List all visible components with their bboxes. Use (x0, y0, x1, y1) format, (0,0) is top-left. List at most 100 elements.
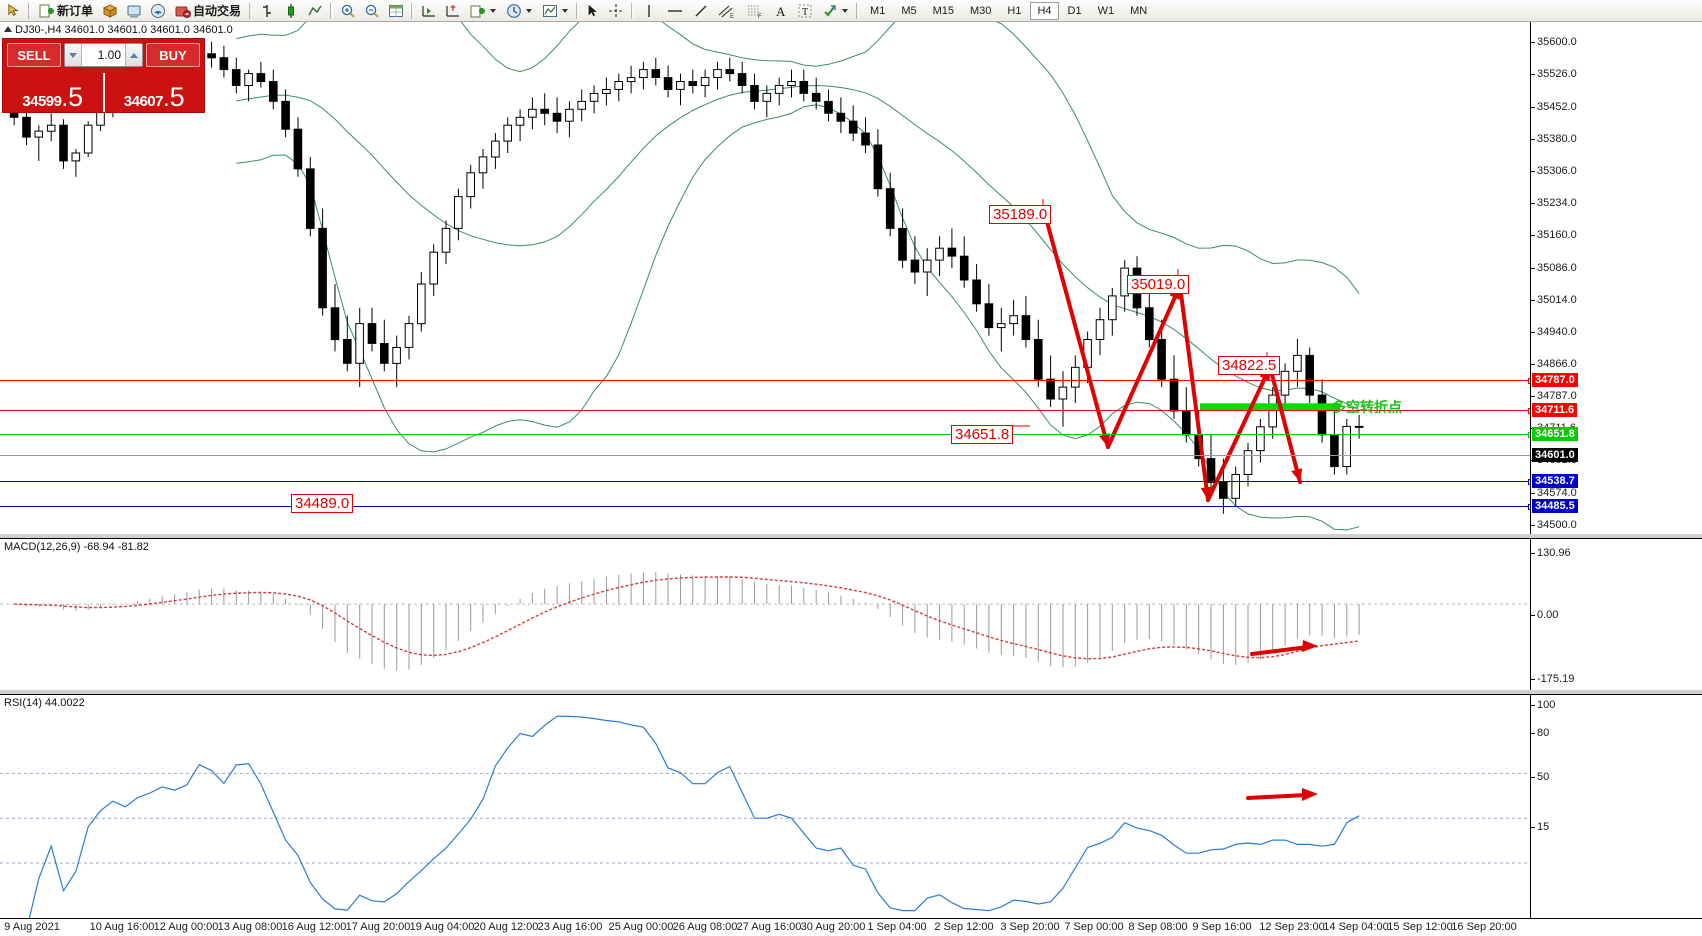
cursor-tool-icon[interactable] (3, 1, 24, 21)
auto-trading-button[interactable]: 自动交易 (171, 1, 245, 21)
level-handle[interactable] (1528, 504, 1530, 510)
annotation-35189[interactable]: 35189.0 (989, 205, 1052, 224)
panel-separator[interactable] (0, 690, 1702, 694)
price-level-support-2[interactable] (0, 504, 1530, 510)
price-tag-resistance-1[interactable]: 34787.0 (1532, 373, 1578, 387)
templates-button[interactable] (538, 1, 572, 21)
price-plot[interactable]: 35189.035019.034822.534651.834489.034381… (0, 22, 1530, 534)
timeframe-m30[interactable]: M30 (970, 4, 992, 17)
chevron-down-icon[interactable] (562, 8, 569, 13)
rsi-plot[interactable] (0, 695, 1530, 919)
zoom-out-icon[interactable] (361, 1, 383, 21)
annotation-35019[interactable]: 35019.0 (1127, 275, 1190, 294)
sell-price-separator: . (61, 85, 69, 112)
price-panel[interactable]: 35189.035019.034822.534651.834489.034381… (0, 22, 1702, 595)
panel-separator[interactable] (0, 534, 1702, 538)
box-icon[interactable] (99, 1, 121, 21)
price-tick: 34787.0 (1531, 390, 1577, 402)
arrows-tool-button[interactable] (818, 1, 852, 21)
chevron-down-icon[interactable] (490, 8, 497, 13)
svg-text:F: F (758, 14, 762, 19)
level-handle[interactable] (1528, 408, 1530, 414)
auto-scroll-icon[interactable] (442, 1, 464, 21)
pointer-tool-icon[interactable] (583, 1, 603, 21)
sell-price[interactable]: 34599. 5 (3, 84, 103, 112)
volume-increment-icon[interactable] (125, 44, 142, 66)
candlestick-chart-icon[interactable] (280, 1, 302, 21)
sell-button[interactable]: SELL (7, 43, 61, 67)
macd-plot[interactable] (0, 539, 1530, 691)
timeframe-w1[interactable]: W1 (1097, 4, 1115, 17)
price-tick: 35014.0 (1531, 294, 1577, 306)
toolbar-separator (631, 2, 635, 19)
rsi-panel[interactable]: 100 80 50 15 RSI(14) 44.0022 (0, 694, 1702, 919)
price-tag-current-price[interactable]: 34601.0 (1532, 448, 1578, 462)
price-level-support-1[interactable] (0, 479, 1530, 485)
level-handle[interactable] (1528, 432, 1530, 438)
timeframe-d1[interactable]: D1 (1067, 4, 1082, 17)
volume-value[interactable]: 1.00 (97, 48, 121, 62)
rsi-tick: 50 (1530, 771, 1550, 783)
shift-end-icon[interactable] (418, 1, 440, 21)
price-level-resistance-1[interactable] (0, 378, 1530, 384)
timeframe-h4[interactable]: H4 (1030, 1, 1059, 20)
crosshair-tool-icon[interactable] (605, 1, 627, 21)
one-click-trading-panel[interactable]: SELL 1.00 BUY 34599. 5 34607. 5 (3, 39, 204, 112)
rsi-tick: 100 (1530, 699, 1556, 711)
chart-area[interactable]: 35189.035019.034822.534651.834489.034381… (0, 22, 1702, 936)
macd-panel[interactable]: 130.96 0.00 -175.19 MACD(12,26,9) -68.94 -… (0, 538, 1702, 690)
price-tag-pivot-green[interactable]: 34651.8 (1532, 427, 1578, 441)
text-label-tool-icon[interactable]: T (794, 1, 816, 21)
data-window-icon[interactable] (385, 1, 407, 21)
line-chart-icon[interactable] (304, 1, 326, 21)
price-level-pivot-green[interactable] (0, 432, 1530, 438)
price-tag-resistance-2[interactable]: 34711.6 (1532, 403, 1578, 417)
vertical-line-tool-icon[interactable] (638, 1, 660, 21)
time-label: 26 Aug 08:00 (672, 921, 738, 933)
time-label: 25 Aug 00:00 (608, 921, 674, 933)
chevron-down-icon[interactable] (842, 8, 849, 13)
time-axis[interactable]: 9 Aug 2021 10 Aug 16:00 12 Aug 00:00 13 Aug… (0, 918, 1702, 936)
text-tool-icon[interactable]: A (770, 1, 792, 21)
fibonacci-tool-icon[interactable]: F (742, 1, 768, 21)
buy-price-integer: 34607 (123, 93, 164, 110)
volume-stepper[interactable]: 1.00 (64, 43, 143, 67)
time-label: 13 Aug 08:00 (217, 921, 283, 933)
signal-icon[interactable] (147, 1, 169, 21)
time-label: 12 Sep 23:00 (1259, 921, 1325, 933)
timeframe-m15[interactable]: M15 (932, 4, 954, 17)
price-level-resistance-2[interactable] (0, 408, 1530, 414)
price-tag-support-1[interactable]: 34538.7 (1532, 474, 1578, 488)
zoom-in-icon[interactable] (337, 1, 359, 21)
time-label: 7 Sep 00:00 (1064, 921, 1124, 933)
horizontal-line-tool-icon[interactable] (662, 1, 688, 21)
price-axis[interactable]: 35600.0 35526.0 35452.0 35380.0 35306.0 35234… (1530, 22, 1702, 595)
level-handle[interactable] (1528, 378, 1530, 384)
period-selector-button[interactable] (502, 1, 536, 21)
toolbar-separator (856, 2, 860, 19)
timeframe-m5[interactable]: M5 (901, 4, 917, 17)
trendline-tool-icon[interactable] (690, 1, 712, 21)
bar-chart-icon[interactable] (256, 1, 278, 21)
add-indicator-button[interactable] (466, 1, 500, 21)
chevron-down-icon[interactable] (526, 8, 533, 13)
price-tag-support-2[interactable]: 34485.5 (1532, 499, 1578, 513)
terminal-icon[interactable] (123, 1, 145, 21)
annotation-34651[interactable]: 34651.8 (951, 425, 1014, 444)
volume-decrement-icon[interactable] (65, 44, 82, 66)
buy-price[interactable]: 34607. 5 (105, 84, 205, 112)
new-order-button[interactable]: 新订单 (35, 1, 97, 21)
level-handle[interactable] (1528, 479, 1530, 485)
new-order-label: 新订单 (57, 4, 94, 18)
timeframe-mn[interactable]: MN (1130, 4, 1148, 17)
equidistant-channel-icon[interactable]: E (714, 1, 740, 21)
time-label: 15 Sep 12:00 (1387, 921, 1453, 933)
price-level-current-price[interactable] (0, 455, 1530, 456)
time-label: 30 Aug 20:00 (800, 921, 866, 933)
annotation-34489[interactable]: 34489.0 (291, 494, 354, 513)
timeframe-h1[interactable]: H1 (1007, 4, 1022, 17)
annotation-34822[interactable]: 34822.5 (1218, 356, 1281, 375)
timeframe-m1[interactable]: M1 (870, 4, 886, 17)
rsi-svg (0, 715, 1530, 919)
buy-button[interactable]: BUY (146, 43, 200, 67)
